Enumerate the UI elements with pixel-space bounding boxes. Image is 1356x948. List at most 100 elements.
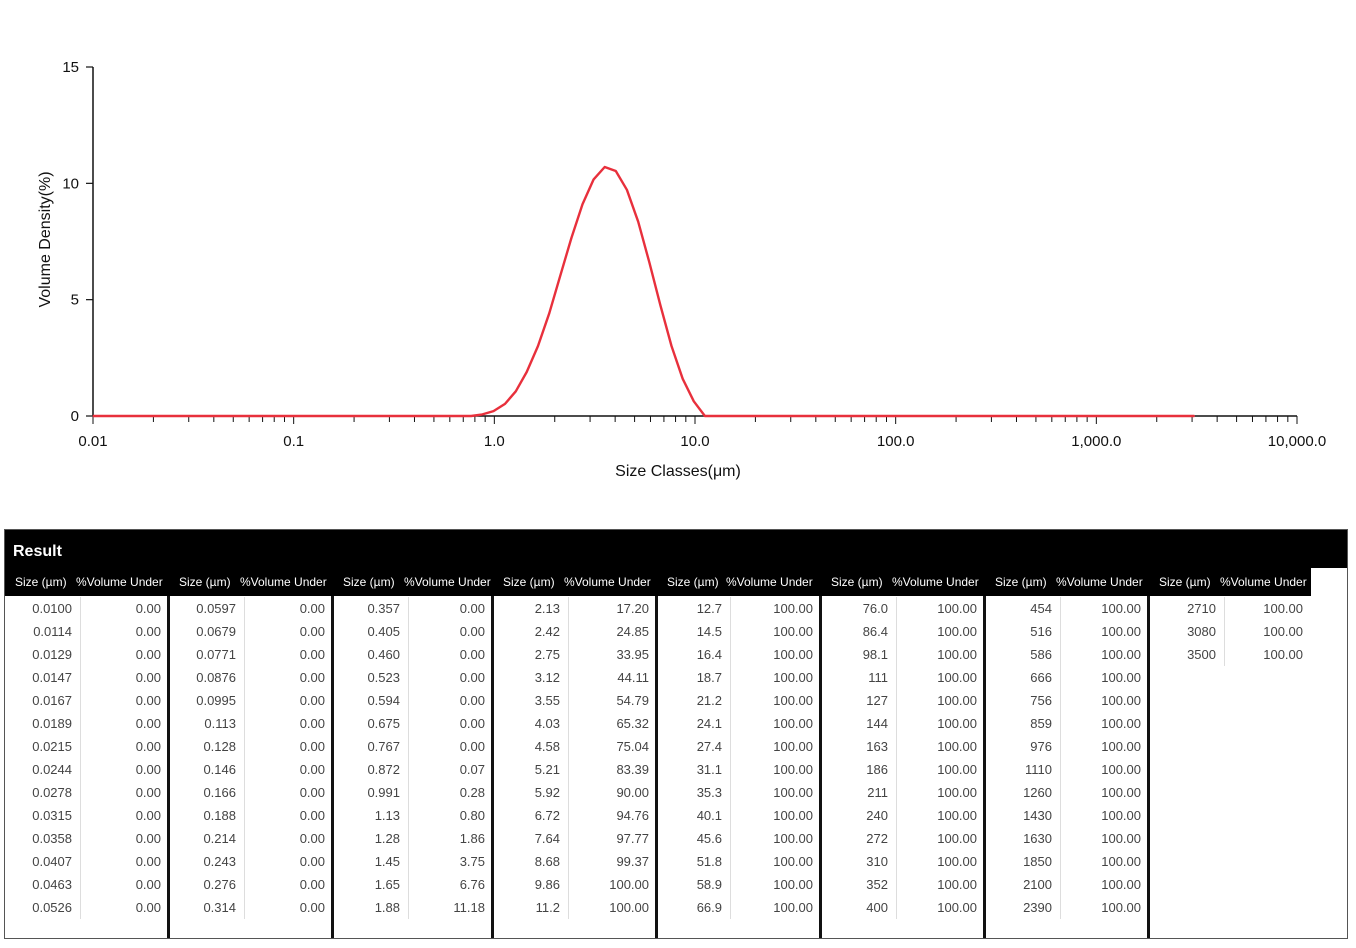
result-row: 0.0876 0.00 (169, 666, 333, 689)
result-row: 1850 100.00 (985, 850, 1149, 873)
size-cell: 3.55 (493, 689, 569, 712)
result-row: 8.68 99.37 (493, 850, 657, 873)
size-cell: 0.0129 (5, 643, 81, 666)
result-row: 4.03 65.32 (493, 712, 657, 735)
size-cell: 756 (985, 689, 1061, 712)
size-cell: 11.2 (493, 896, 569, 919)
size-cell: 0.0876 (169, 666, 245, 689)
volume-under-header: %Volume Under (1056, 575, 1143, 589)
result-title: Result (5, 530, 1347, 568)
data-point (971, 415, 973, 417)
data-point (348, 415, 350, 417)
result-row: 76.0 100.00 (821, 597, 985, 620)
size-cell: 86.4 (821, 620, 897, 643)
result-row: 7.64 97.77 (493, 827, 657, 850)
size-cell: 0.0278 (5, 781, 81, 804)
result-column: Size (µm) %Volume Under 12.7 100.00 14.5 100.… (655, 568, 821, 938)
data-point (1171, 415, 1173, 417)
size-cell: 666 (985, 666, 1061, 689)
size-cell: 163 (821, 735, 897, 758)
result-row: 40.1 100.00 (657, 804, 821, 827)
size-cell: 454 (985, 597, 1061, 620)
size-header: Size (µm) (831, 575, 883, 589)
size-cell: 1.45 (333, 850, 409, 873)
size-cell: 0.188 (169, 804, 245, 827)
result-row: 0.460 0.00 (333, 643, 493, 666)
volume-under-cell: 100.00 (937, 624, 977, 639)
volume-under-cell: 44.11 (617, 670, 649, 685)
volume-under-cell: 0.80 (459, 808, 485, 823)
size-cell: 6.72 (493, 804, 569, 827)
result-row: 5.21 83.39 (493, 758, 657, 781)
size-cell: 0.0147 (5, 666, 81, 689)
size-cell: 21.2 (657, 689, 731, 712)
result-row: 0.357 0.00 (333, 597, 493, 620)
data-point (682, 378, 684, 380)
result-row: 0.0995 0.00 (169, 689, 333, 712)
data-point (203, 415, 205, 417)
data-point (159, 415, 161, 417)
size-cell: 0.0167 (5, 689, 81, 712)
volume-under-cell: 100.00 (773, 601, 813, 616)
volume-under-header: %Volume Under (892, 575, 979, 589)
data-point (147, 415, 150, 417)
data-point (1115, 415, 1118, 417)
volume-under-cell: 100.00 (937, 693, 977, 708)
volume-under-cell: 0.00 (299, 854, 325, 869)
data-point (326, 415, 328, 417)
data-point (370, 415, 372, 417)
data-point (237, 415, 239, 417)
x-tick-label: 0.01 (78, 433, 107, 450)
volume-under-cell: 90.00 (616, 785, 649, 800)
size-header: Size (µm) (503, 575, 555, 589)
result-column-header: Size (µm) %Volume Under (1149, 568, 1311, 596)
volume-under-cell: 100.00 (1101, 624, 1141, 639)
result-row: 240 100.00 (821, 804, 985, 827)
volume-under-cell: 100.00 (773, 624, 813, 639)
data-point (1049, 415, 1051, 417)
size-cell: 1.28 (333, 827, 409, 850)
volume-under-cell: 0.00 (299, 716, 325, 731)
data-point (1126, 415, 1129, 417)
y-axis-label: Volume Density(%) (37, 171, 54, 307)
data-point (314, 415, 316, 417)
volume-under-cell: 100.00 (937, 900, 977, 915)
volume-under-cell: 100.00 (773, 877, 813, 892)
data-point (726, 415, 728, 417)
size-cell: 352 (821, 873, 897, 896)
data-point (815, 415, 817, 417)
volume-under-cell: 0.00 (459, 647, 485, 662)
result-column-header: Size (µm) %Volume Under (657, 568, 821, 596)
result-row: 0.188 0.00 (169, 804, 333, 827)
size-header: Size (µm) (667, 575, 719, 589)
result-row: 163 100.00 (821, 735, 985, 758)
data-point (1015, 415, 1018, 417)
volume-under-cell: 100.00 (1101, 693, 1141, 708)
volume-under-cell: 100.00 (1101, 647, 1141, 662)
volume-under-cell: 97.77 (616, 831, 649, 846)
result-row: 0.405 0.00 (333, 620, 493, 643)
data-point (670, 345, 673, 347)
data-point (804, 415, 806, 417)
x-tick-label: 1.0 (484, 433, 505, 450)
data-point (292, 415, 294, 417)
size-cell: 859 (985, 712, 1061, 735)
volume-under-cell: 100.00 (773, 808, 813, 823)
data-point (704, 415, 706, 417)
volume-under-cell: 1.86 (459, 831, 485, 846)
y-tick-label: 10 (62, 175, 79, 192)
y-tick-label: 5 (71, 292, 79, 309)
volume-under-cell: 100.00 (937, 808, 977, 823)
volume-under-cell: 65.32 (616, 716, 649, 731)
data-point (437, 415, 439, 417)
x-axis-label: Size Classes(μm) (615, 463, 741, 480)
result-row: 21.2 100.00 (657, 689, 821, 712)
data-point (1182, 415, 1184, 417)
result-row: 0.675 0.00 (333, 712, 493, 735)
y-tick-label: 15 (62, 59, 79, 76)
data-point (92, 415, 94, 417)
result-column-header: Size (µm) %Volume Under (821, 568, 985, 596)
result-row: 3.55 54.79 (493, 689, 657, 712)
volume-under-cell: 0.00 (135, 831, 161, 846)
data-point (960, 415, 962, 417)
